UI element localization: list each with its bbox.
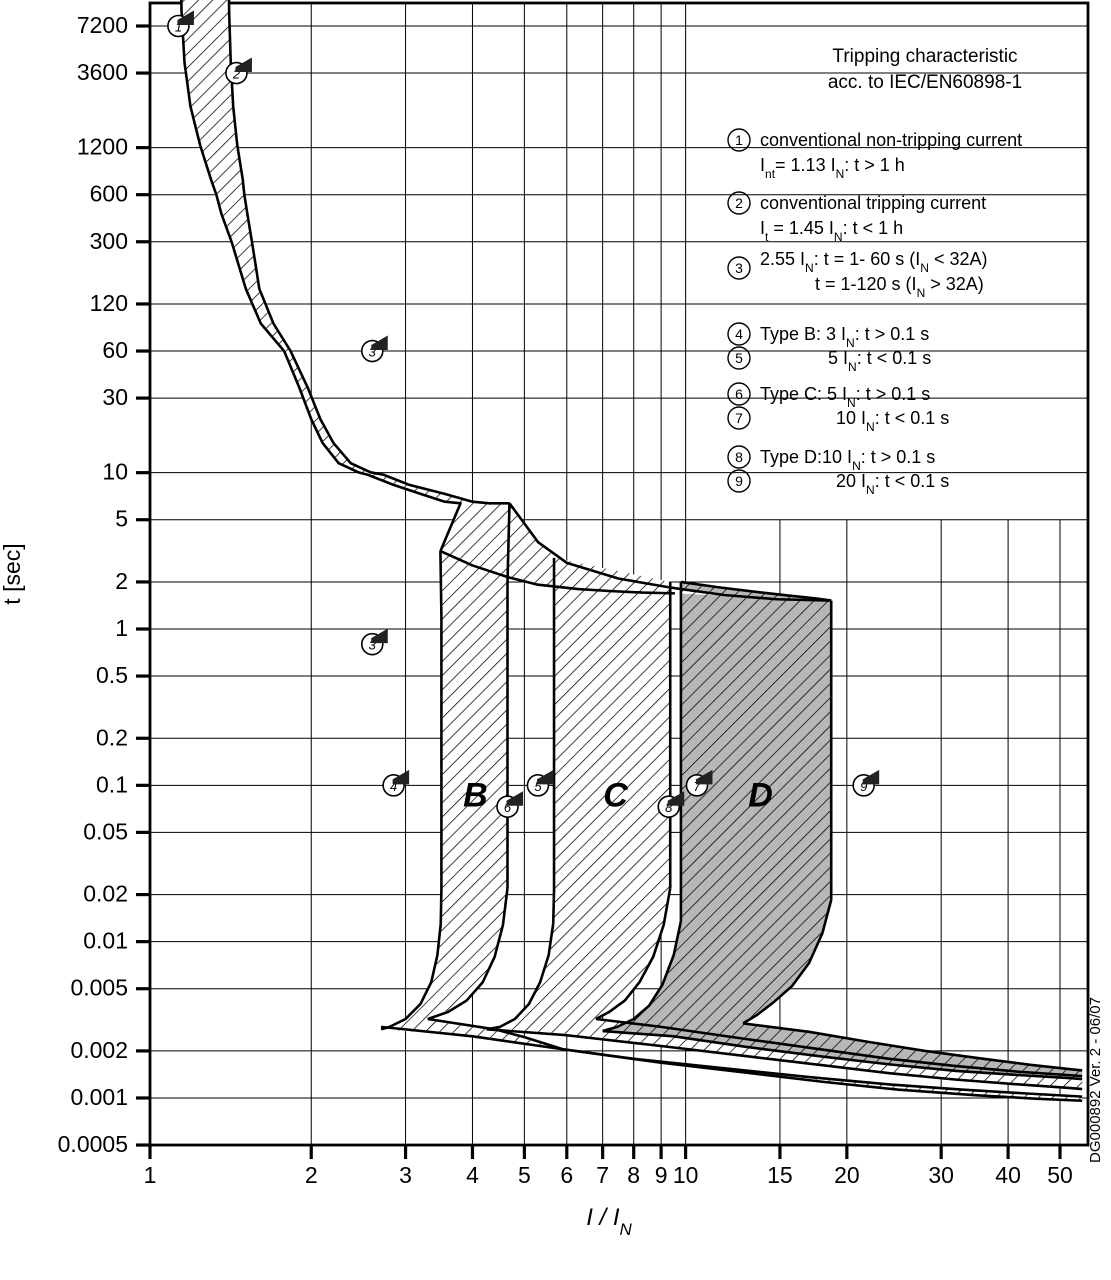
svg-text:t [sec]: t [sec] [0,543,25,604]
svg-text:30: 30 [928,1162,954,1188]
svg-text:3: 3 [399,1162,412,1188]
svg-text:4: 4 [735,326,743,342]
svg-text:7200: 7200 [77,12,128,38]
svg-text:B: B [463,777,488,815]
svg-text:0.1: 0.1 [96,771,128,797]
svg-text:50: 50 [1047,1162,1073,1188]
svg-text:5: 5 [518,1162,531,1188]
svg-text:5: 5 [115,506,128,532]
svg-text:20: 20 [834,1162,860,1188]
svg-text:D: D [748,777,773,815]
svg-text:600: 600 [90,181,128,207]
svg-text:DG000892 Ver. 2 - 06/07: DG000892 Ver. 2 - 06/07 [1087,997,1104,1163]
svg-text:0.05: 0.05 [83,818,128,844]
svg-text:0.2: 0.2 [96,724,128,750]
svg-text:10: 10 [102,459,128,485]
svg-text:0.02: 0.02 [83,881,128,907]
svg-text:0.001: 0.001 [70,1084,128,1110]
svg-text:7: 7 [596,1162,609,1188]
svg-text:0.002: 0.002 [70,1037,128,1063]
svg-text:10: 10 [673,1162,699,1188]
svg-text:Tripping characteristic: Tripping characteristic [832,46,1017,67]
svg-text:15: 15 [767,1162,793,1188]
svg-text:2: 2 [115,568,128,594]
svg-text:0.005: 0.005 [70,975,128,1001]
svg-text:120: 120 [90,290,128,316]
svg-text:8: 8 [735,449,743,465]
svg-text:C: C [603,777,628,815]
svg-text:conventional non-tripping curr: conventional non-tripping current [760,130,1022,150]
svg-text:8: 8 [627,1162,640,1188]
svg-text:7: 7 [735,410,743,426]
svg-text:60: 60 [102,337,128,363]
svg-text:0.0005: 0.0005 [58,1131,128,1157]
svg-text:conventional tripping current: conventional tripping current [760,193,986,213]
svg-text:1200: 1200 [77,134,128,160]
svg-text:9: 9 [655,1162,668,1188]
svg-text:3: 3 [735,260,743,276]
svg-text:6: 6 [560,1162,573,1188]
svg-text:2: 2 [735,195,743,211]
svg-text:2: 2 [305,1162,318,1188]
svg-text:1: 1 [735,132,743,148]
svg-text:5: 5 [735,350,743,366]
svg-text:30: 30 [102,384,128,410]
svg-text:0.01: 0.01 [83,928,128,954]
svg-text:300: 300 [90,228,128,254]
svg-text:1: 1 [144,1162,157,1188]
svg-text:3600: 3600 [77,59,128,85]
svg-text:acc. to IEC/EN60898-1: acc. to IEC/EN60898-1 [828,72,1022,93]
svg-text:4: 4 [466,1162,479,1188]
svg-text:40: 40 [995,1162,1021,1188]
svg-text:9: 9 [735,473,743,489]
svg-text:1: 1 [115,615,128,641]
svg-text:0.5: 0.5 [96,662,128,688]
svg-text:6: 6 [735,386,743,402]
